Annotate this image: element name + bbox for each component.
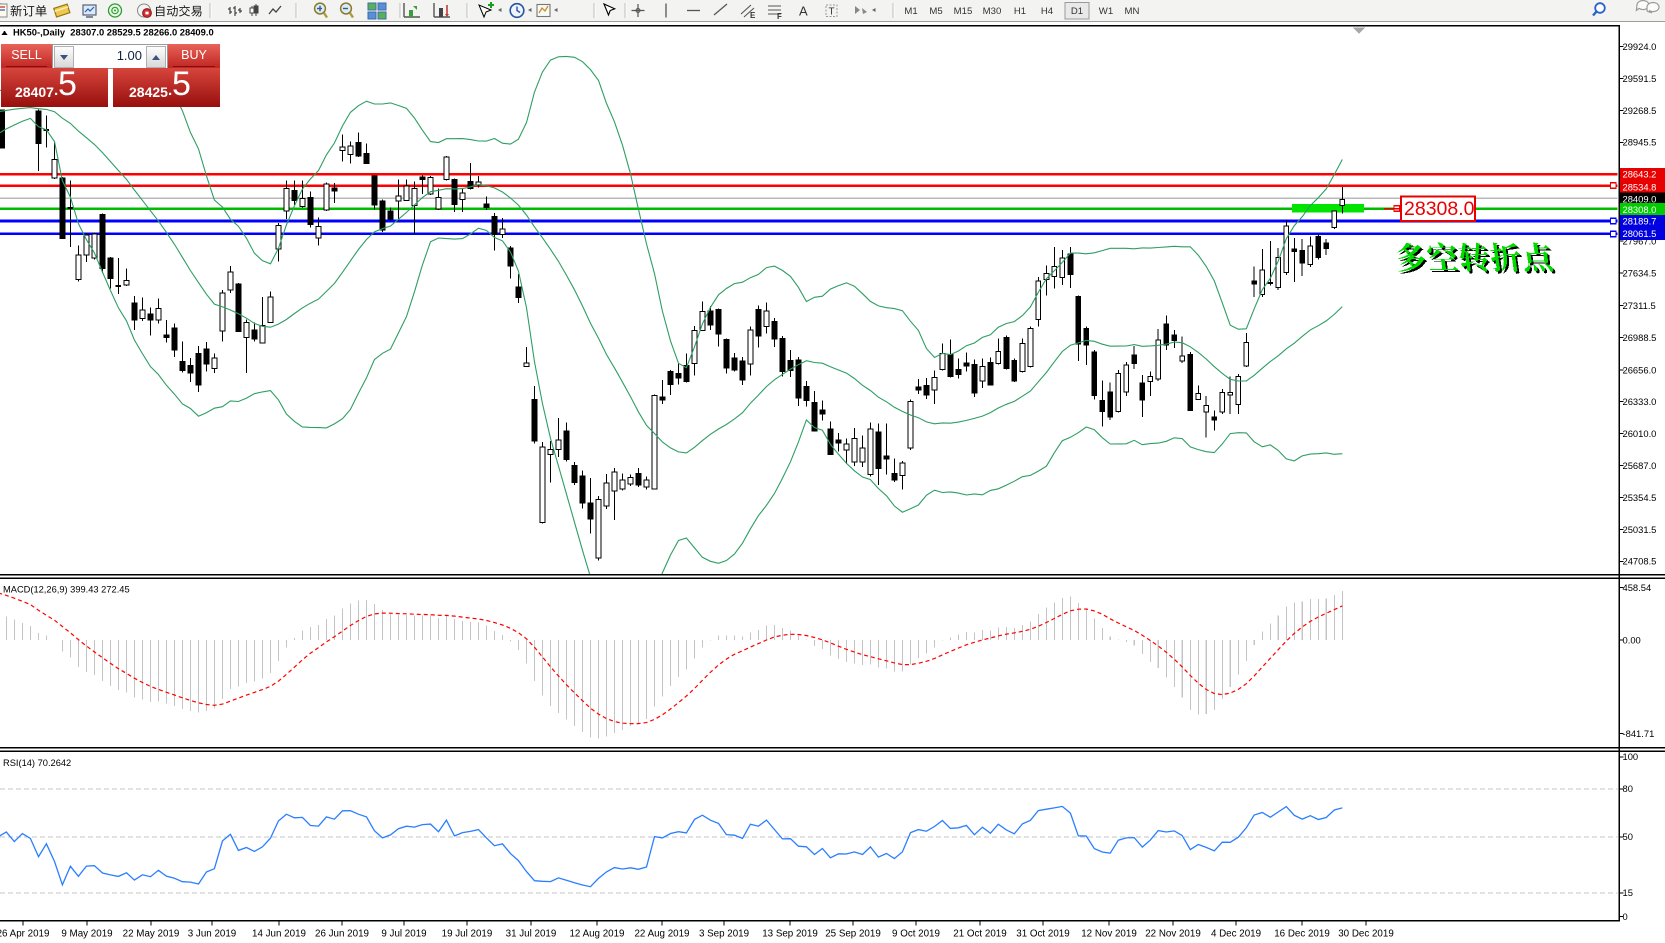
svg-text:29268.5: 29268.5 <box>1623 105 1657 116</box>
svg-text:22 Aug 2019: 22 Aug 2019 <box>634 929 689 940</box>
svg-text:25687.0: 25687.0 <box>1623 460 1657 471</box>
svg-text:0.00: 0.00 <box>1623 634 1641 645</box>
svg-text:9 May 2019: 9 May 2019 <box>61 929 112 940</box>
svg-text:F: F <box>777 12 782 21</box>
svg-text:458.54: 458.54 <box>1623 582 1652 593</box>
svg-text:MN: MN <box>1125 6 1140 17</box>
svg-text:22 May 2019: 22 May 2019 <box>123 929 180 940</box>
svg-text:25031.5: 25031.5 <box>1623 524 1657 535</box>
svg-text:28643.2: 28643.2 <box>1623 169 1657 180</box>
svg-text:27311.5: 27311.5 <box>1623 300 1656 311</box>
svg-text:28308.0: 28308.0 <box>1623 204 1657 215</box>
svg-text:14 Jun 2019: 14 Jun 2019 <box>252 929 306 940</box>
svg-text:31 Oct 2019: 31 Oct 2019 <box>1016 929 1069 940</box>
svg-text:30 Dec 2019: 30 Dec 2019 <box>1338 929 1394 940</box>
svg-text:22 Nov 2019: 22 Nov 2019 <box>1145 929 1201 940</box>
svg-text:26988.5: 26988.5 <box>1623 332 1657 343</box>
svg-text:19 Jul 2019: 19 Jul 2019 <box>442 929 493 940</box>
svg-text:-841.71: -841.71 <box>1623 728 1655 739</box>
svg-text:0: 0 <box>1623 911 1628 922</box>
svg-text:RSI(14) 70.2642: RSI(14) 70.2642 <box>3 758 71 768</box>
svg-text:E: E <box>750 11 756 20</box>
svg-text:50: 50 <box>1623 831 1633 842</box>
svg-text:HK50-,Daily 28307.0 28529.5 2: HK50-,Daily 28307.0 28529.5 28266.0 2840… <box>13 26 214 37</box>
svg-text:28534.8: 28534.8 <box>1623 181 1657 192</box>
svg-text:H4: H4 <box>1041 6 1054 17</box>
svg-text:27634.5: 27634.5 <box>1623 267 1657 278</box>
svg-text:12 Aug 2019: 12 Aug 2019 <box>569 929 624 940</box>
svg-text:26656.0: 26656.0 <box>1623 364 1657 375</box>
svg-text:27967.0: 27967.0 <box>1623 235 1657 246</box>
svg-text:M1: M1 <box>904 6 917 17</box>
svg-text:29591.5: 29591.5 <box>1623 73 1657 84</box>
svg-text:A: A <box>799 4 808 19</box>
svg-text:28189.7: 28189.7 <box>1623 216 1657 227</box>
svg-text:M5: M5 <box>929 6 942 17</box>
svg-text:12 Nov 2019: 12 Nov 2019 <box>1081 929 1137 940</box>
svg-text:M15: M15 <box>954 6 973 17</box>
svg-text:3 Sep 2019: 3 Sep 2019 <box>699 929 749 940</box>
svg-text:28409.0: 28409.0 <box>1623 193 1657 204</box>
svg-text:16 Dec 2019: 16 Dec 2019 <box>1274 929 1330 940</box>
svg-text:26010.0: 26010.0 <box>1623 428 1657 439</box>
svg-text:29924.0: 29924.0 <box>1623 41 1657 52</box>
svg-text:9 Jul 2019: 9 Jul 2019 <box>381 929 426 940</box>
svg-text:H1: H1 <box>1014 6 1026 17</box>
svg-text:M30: M30 <box>983 6 1002 17</box>
svg-text:26 Apr 2019: 26 Apr 2019 <box>0 929 49 940</box>
svg-text:26333.0: 26333.0 <box>1623 396 1657 407</box>
svg-text:MACD(12,26,9) 399.43 272.45: MACD(12,26,9) 399.43 272.45 <box>3 584 130 594</box>
svg-text:T: T <box>829 7 835 18</box>
svg-text:21 Oct 2019: 21 Oct 2019 <box>953 929 1006 940</box>
svg-text:15: 15 <box>1623 887 1633 898</box>
svg-text:3 Jun 2019: 3 Jun 2019 <box>188 929 236 940</box>
svg-text:25 Sep 2019: 25 Sep 2019 <box>825 929 881 940</box>
svg-text:9 Oct 2019: 9 Oct 2019 <box>892 929 940 940</box>
svg-text:13 Sep 2019: 13 Sep 2019 <box>762 929 818 940</box>
svg-text:28308.0: 28308.0 <box>1404 198 1475 220</box>
svg-text:24708.5: 24708.5 <box>1623 556 1657 567</box>
svg-text:31 Jul 2019: 31 Jul 2019 <box>506 929 557 940</box>
svg-text:4 Dec 2019: 4 Dec 2019 <box>1211 929 1261 940</box>
svg-text:80: 80 <box>1623 783 1633 794</box>
svg-text:28061.5: 28061.5 <box>1623 228 1657 239</box>
svg-text:25354.5: 25354.5 <box>1623 492 1657 503</box>
svg-text:28945.5: 28945.5 <box>1623 137 1657 148</box>
svg-text:100: 100 <box>1623 751 1639 762</box>
svg-text:26 Jun 2019: 26 Jun 2019 <box>315 929 369 940</box>
svg-text:D1: D1 <box>1071 6 1083 17</box>
svg-text:W1: W1 <box>1099 6 1113 17</box>
